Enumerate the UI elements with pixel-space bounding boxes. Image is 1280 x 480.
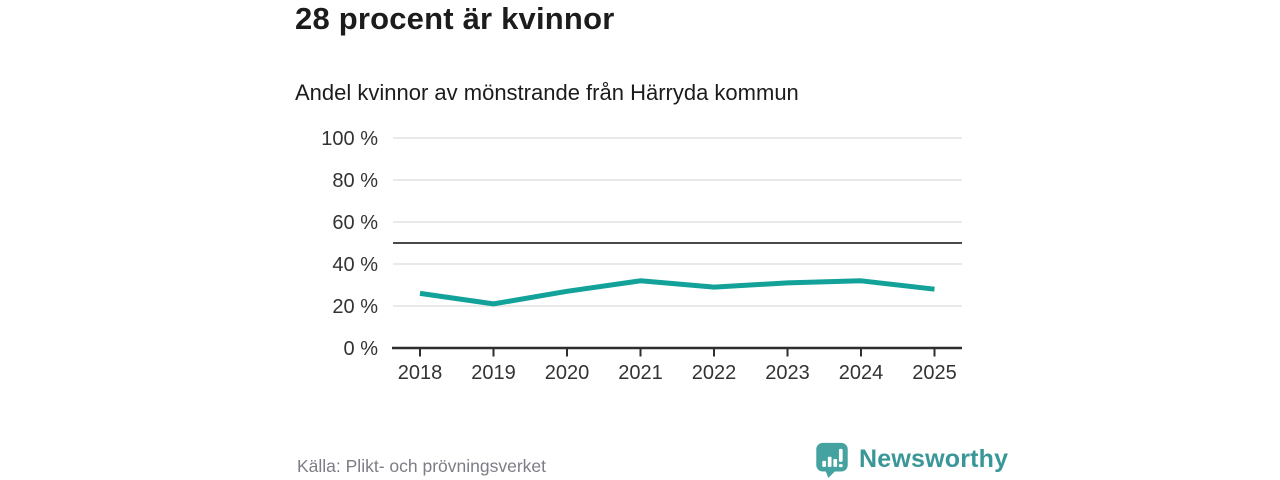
source-note: Källa: Plikt- och prövningsverket xyxy=(297,456,546,476)
newsworthy-logo: Newsworthy xyxy=(813,441,1008,478)
svg-text:2018: 2018 xyxy=(398,362,443,384)
svg-text:2022: 2022 xyxy=(692,362,737,384)
x-axis-labels: 2018 2019 2020 2021 2022 2023 2024 2025 xyxy=(398,362,957,384)
y-axis-labels: 0 % 20 % 40 % 60 % 80 % 100 % xyxy=(321,128,378,360)
newsworthy-bar-chart-bubble-icon xyxy=(816,442,848,478)
chart-subtitle: Andel kvinnor av mönstrande från Härryda… xyxy=(295,80,799,105)
svg-text:60 %: 60 % xyxy=(332,212,378,234)
svg-text:2020: 2020 xyxy=(545,362,590,384)
x-axis-ticks xyxy=(419,349,936,357)
y-gridlines xyxy=(393,137,962,307)
svg-text:2023: 2023 xyxy=(765,362,810,384)
svg-text:2025: 2025 xyxy=(912,362,957,384)
series-line-andel-kvinnor xyxy=(419,278,935,307)
svg-text:2021: 2021 xyxy=(618,362,663,384)
svg-text:80 %: 80 % xyxy=(332,170,378,192)
svg-text:0 %: 0 % xyxy=(344,338,379,360)
svg-text:2019: 2019 xyxy=(471,362,516,384)
newsworthy-wordmark: Newsworthy xyxy=(859,445,1009,473)
svg-text:40 %: 40 % xyxy=(332,254,378,276)
svg-text:20 %: 20 % xyxy=(332,296,378,318)
svg-text:100 %: 100 % xyxy=(321,128,378,150)
svg-text:2024: 2024 xyxy=(839,362,884,384)
chart-title: 28 procent är kvinnor xyxy=(295,1,615,36)
